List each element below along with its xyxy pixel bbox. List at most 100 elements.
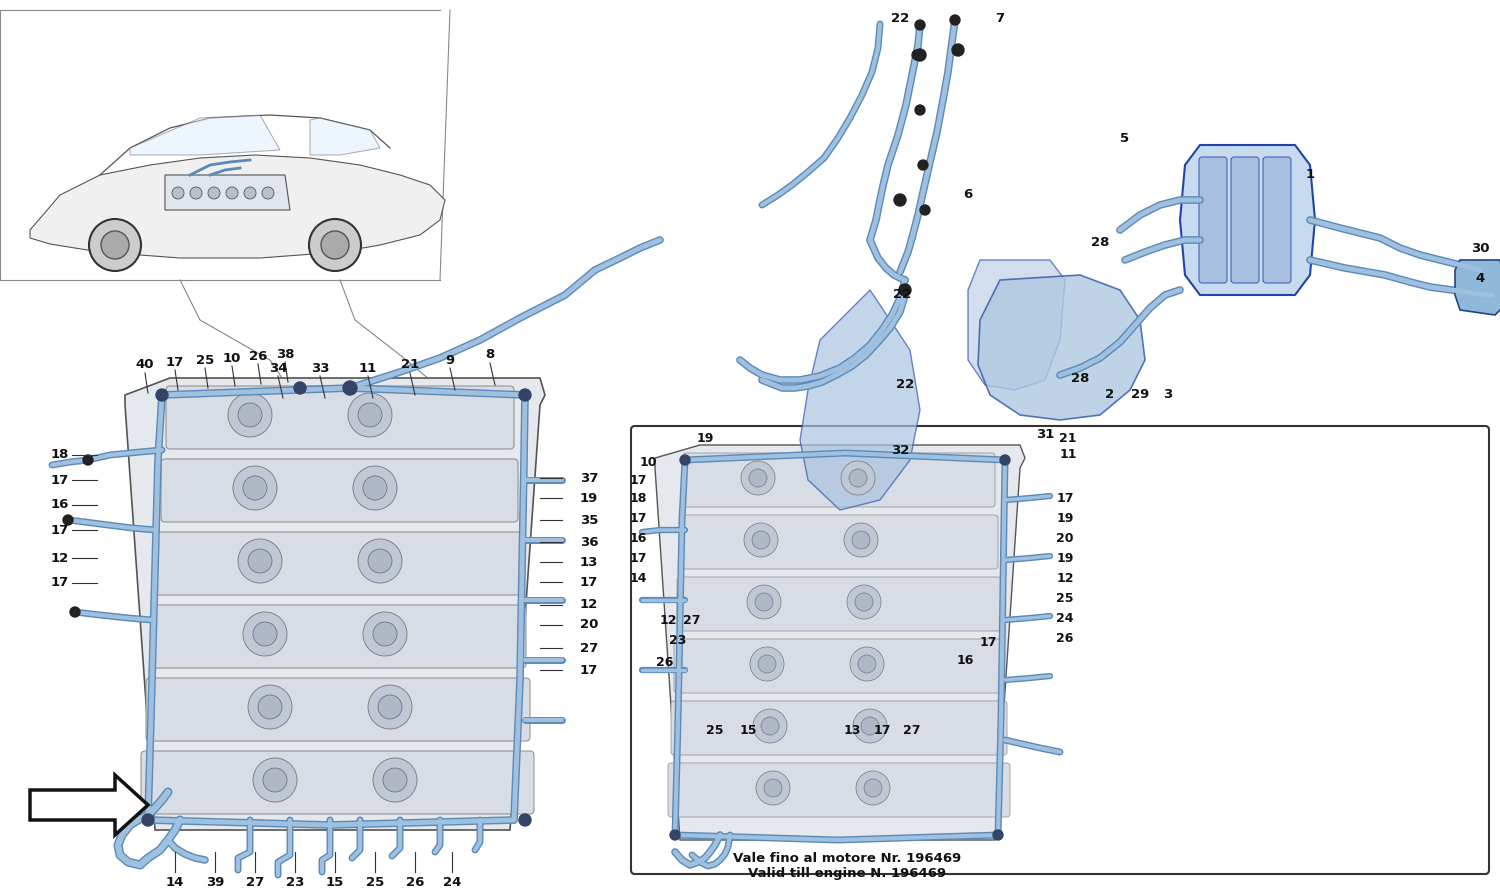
FancyBboxPatch shape xyxy=(160,459,518,522)
Circle shape xyxy=(352,466,398,510)
FancyBboxPatch shape xyxy=(1198,157,1227,283)
Circle shape xyxy=(1000,455,1010,465)
Circle shape xyxy=(950,15,960,25)
Text: 7: 7 xyxy=(996,12,1005,25)
Text: 26: 26 xyxy=(406,876,424,888)
Text: 15: 15 xyxy=(740,724,756,737)
Text: 17: 17 xyxy=(630,512,646,524)
Text: 27: 27 xyxy=(682,613,700,627)
Text: 13: 13 xyxy=(580,555,598,569)
Circle shape xyxy=(741,461,776,495)
Circle shape xyxy=(915,105,926,115)
FancyBboxPatch shape xyxy=(1263,157,1292,283)
Text: 17: 17 xyxy=(51,473,69,487)
Text: 19: 19 xyxy=(1056,512,1074,524)
Text: 34: 34 xyxy=(268,361,288,375)
Text: 36: 36 xyxy=(580,536,598,548)
Circle shape xyxy=(172,187,184,199)
Text: 17: 17 xyxy=(873,724,891,737)
Circle shape xyxy=(748,469,766,487)
Circle shape xyxy=(142,814,154,826)
Text: 28: 28 xyxy=(1071,371,1089,384)
Polygon shape xyxy=(800,290,920,510)
Circle shape xyxy=(294,382,306,394)
Circle shape xyxy=(753,709,788,743)
Text: 13: 13 xyxy=(843,724,861,737)
Text: 8: 8 xyxy=(486,349,495,361)
Circle shape xyxy=(358,403,382,427)
Text: 23: 23 xyxy=(669,634,687,646)
FancyBboxPatch shape xyxy=(674,639,1004,693)
Circle shape xyxy=(519,389,531,401)
FancyBboxPatch shape xyxy=(146,678,530,741)
Polygon shape xyxy=(1455,260,1500,315)
Circle shape xyxy=(248,685,292,729)
Circle shape xyxy=(100,231,129,259)
Circle shape xyxy=(680,455,690,465)
FancyBboxPatch shape xyxy=(682,453,994,507)
Circle shape xyxy=(754,593,772,611)
Text: 6: 6 xyxy=(963,189,972,201)
Circle shape xyxy=(363,612,407,656)
FancyBboxPatch shape xyxy=(141,751,534,814)
Circle shape xyxy=(378,695,402,719)
Circle shape xyxy=(368,685,413,729)
Circle shape xyxy=(760,717,778,735)
Circle shape xyxy=(209,187,220,199)
Circle shape xyxy=(254,758,297,802)
Circle shape xyxy=(190,187,202,199)
Text: 18: 18 xyxy=(51,449,69,462)
Text: 17: 17 xyxy=(51,577,69,589)
Text: 16: 16 xyxy=(630,531,646,545)
Text: 17: 17 xyxy=(980,635,996,649)
Text: 22: 22 xyxy=(891,12,909,25)
FancyBboxPatch shape xyxy=(632,426,1490,874)
Text: 5: 5 xyxy=(1120,132,1130,144)
Text: 24: 24 xyxy=(1056,611,1074,625)
Polygon shape xyxy=(656,445,1024,840)
Circle shape xyxy=(861,717,879,735)
Polygon shape xyxy=(30,775,148,835)
Text: 17: 17 xyxy=(630,473,646,487)
Polygon shape xyxy=(30,155,445,258)
Text: 11: 11 xyxy=(358,361,376,375)
Circle shape xyxy=(853,709,886,743)
Text: 25: 25 xyxy=(366,876,384,888)
Circle shape xyxy=(750,647,784,681)
Circle shape xyxy=(238,539,282,583)
Text: 10: 10 xyxy=(224,352,242,365)
Circle shape xyxy=(238,403,262,427)
Circle shape xyxy=(226,187,238,199)
Circle shape xyxy=(262,768,286,792)
Circle shape xyxy=(756,771,790,805)
Polygon shape xyxy=(968,260,1065,390)
Text: Vale fino al motore Nr. 196469: Vale fino al motore Nr. 196469 xyxy=(734,852,962,864)
Text: 4: 4 xyxy=(1476,271,1485,285)
Text: 12: 12 xyxy=(1056,571,1074,585)
Text: 21: 21 xyxy=(400,359,418,371)
Circle shape xyxy=(898,284,910,296)
Text: 17: 17 xyxy=(580,576,598,588)
Circle shape xyxy=(918,160,928,170)
Text: 17: 17 xyxy=(630,552,646,564)
Text: 38: 38 xyxy=(276,347,294,360)
FancyBboxPatch shape xyxy=(676,577,1000,631)
FancyBboxPatch shape xyxy=(166,386,514,449)
Circle shape xyxy=(382,768,406,792)
Circle shape xyxy=(344,381,357,395)
Circle shape xyxy=(321,231,350,259)
Circle shape xyxy=(858,655,876,673)
Circle shape xyxy=(744,523,778,557)
Circle shape xyxy=(952,44,964,56)
Text: 26: 26 xyxy=(1056,632,1074,644)
Text: Valid till engine N. 196469: Valid till engine N. 196469 xyxy=(748,868,946,880)
Circle shape xyxy=(88,219,141,271)
Circle shape xyxy=(844,523,877,557)
Text: 23: 23 xyxy=(286,876,304,888)
Text: 25: 25 xyxy=(1056,592,1074,604)
FancyBboxPatch shape xyxy=(156,532,522,595)
Text: 19: 19 xyxy=(1056,552,1074,564)
Text: 15: 15 xyxy=(326,876,344,888)
Circle shape xyxy=(915,20,926,30)
Text: 30: 30 xyxy=(1470,241,1490,255)
